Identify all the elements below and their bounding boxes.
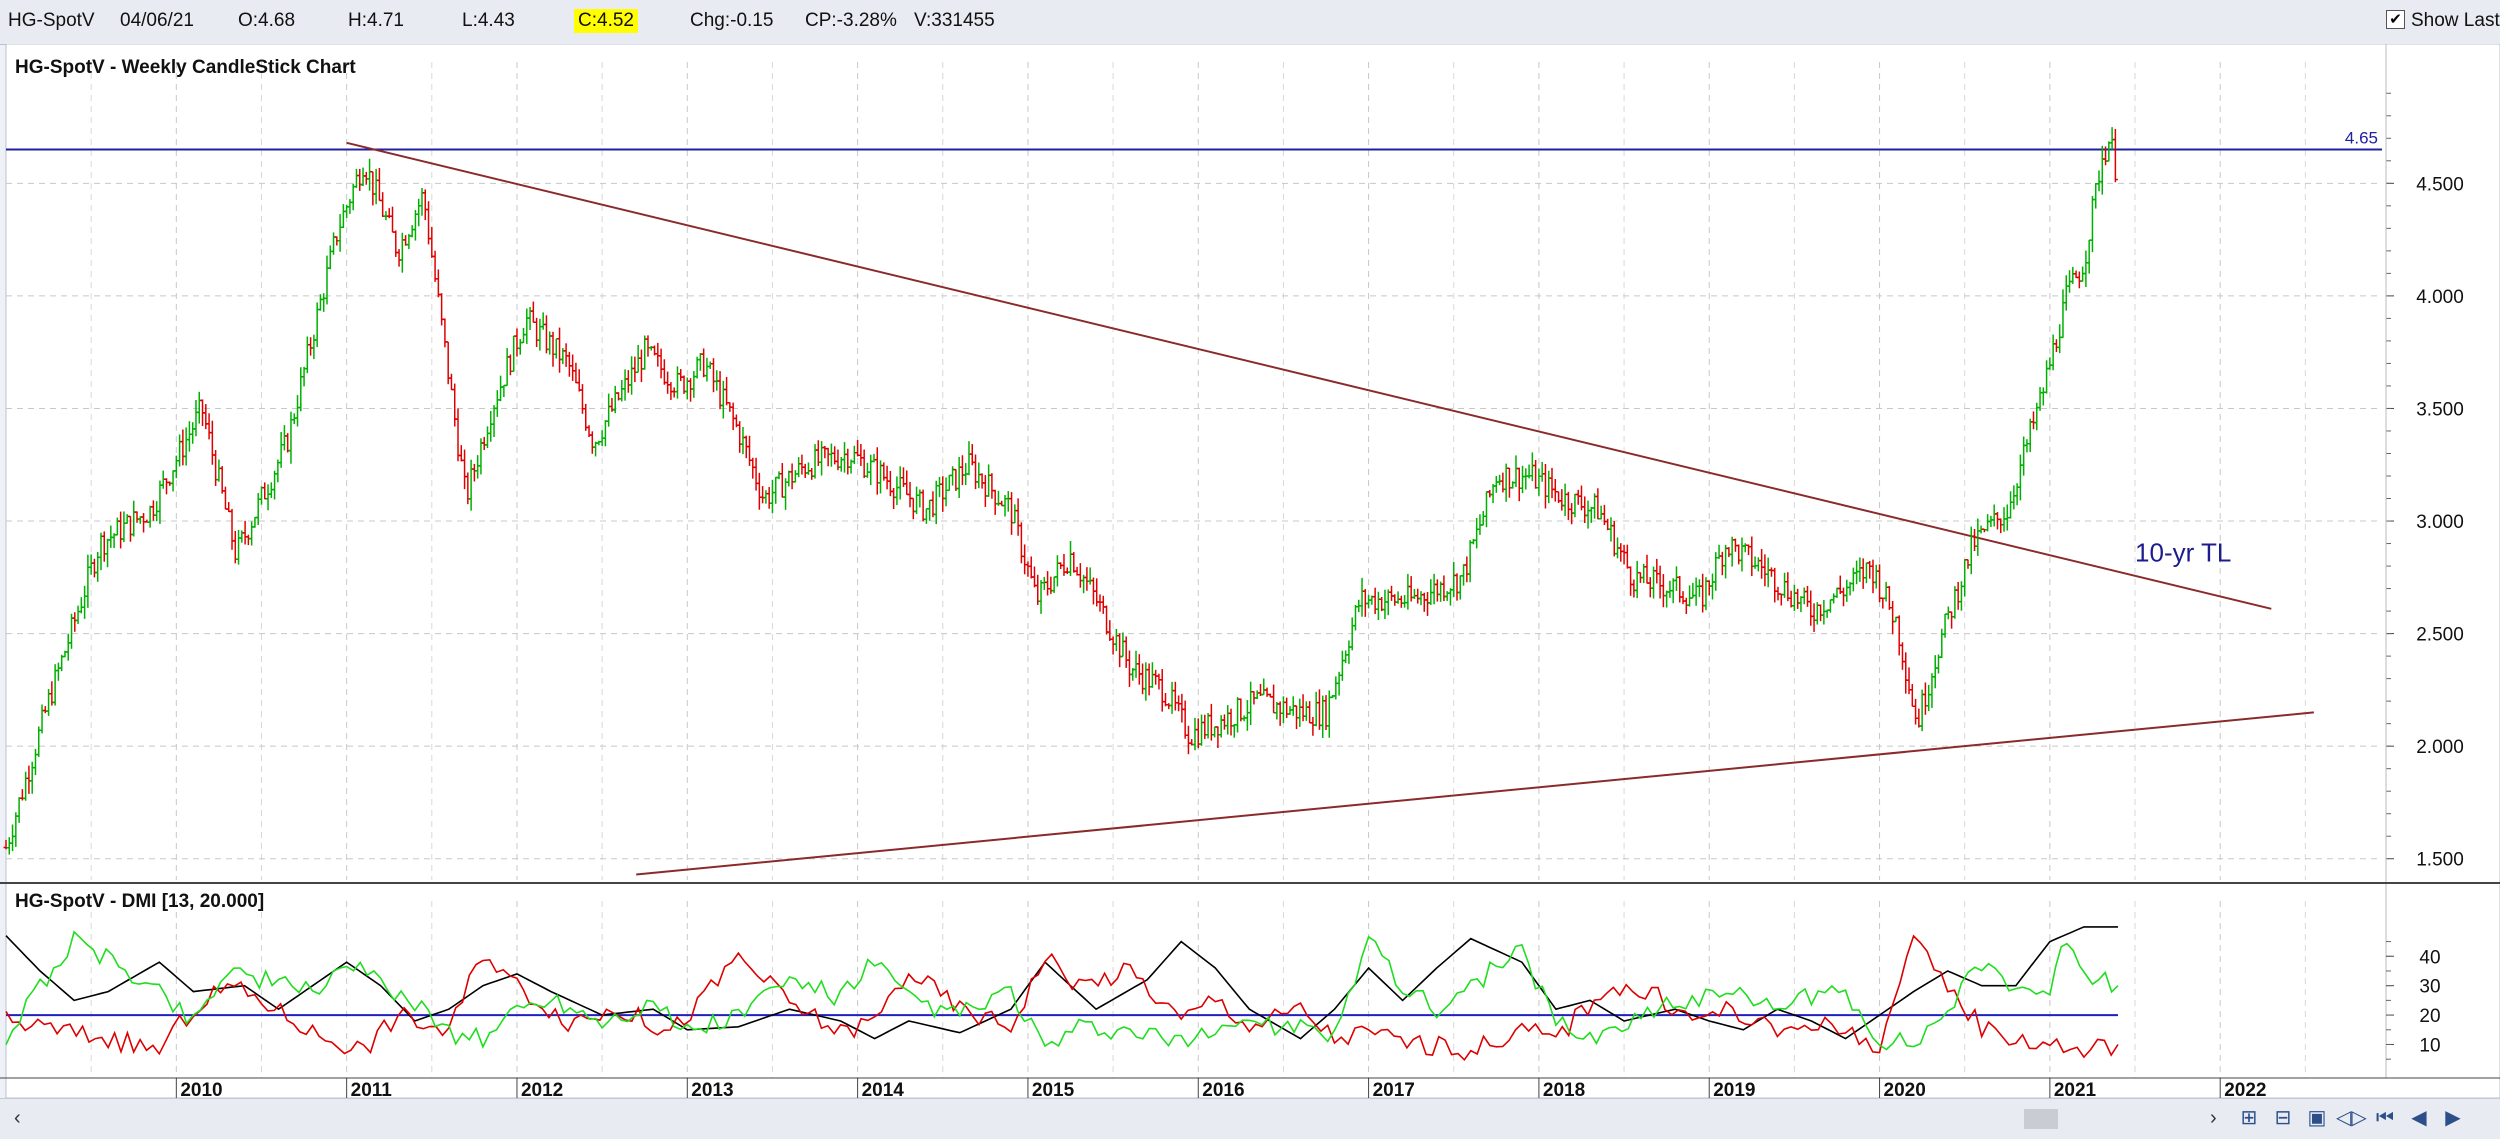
dmi-axis: 10 20 30 40	[2386, 941, 2441, 1060]
price-tick-label: 2.000	[2416, 737, 2464, 758]
dmi-series-line	[5, 926, 2118, 1040]
high-value: H:4.71	[348, 10, 404, 31]
previous-bar-icon[interactable]: ◀	[2411, 1107, 2427, 1129]
level-label: 4.65	[2345, 129, 2378, 148]
date-tick-label: 2010	[180, 1080, 222, 1098]
date-tick-label: 2013	[691, 1080, 733, 1098]
chart-background	[6, 44, 2500, 1098]
dmi-tick-label: 40	[2419, 947, 2440, 968]
price-tick-label: 1.500	[2416, 850, 2464, 871]
dmi-tick-label: 20	[2419, 1006, 2440, 1027]
price-tick-label: 4.500	[2416, 174, 2464, 195]
volume-value: V:331455	[914, 10, 995, 31]
main-chart-title: HG-SpotV - Weekly CandleStick Chart	[15, 57, 356, 78]
date-tick-label: 2014	[862, 1080, 905, 1098]
show-last-checkbox[interactable]: ✔	[2386, 10, 2405, 29]
dmi-series-line	[5, 934, 2119, 1062]
change-pct-value: CP:-3.28%	[805, 10, 897, 31]
show-last-label[interactable]: Show Last	[2411, 10, 2500, 31]
dmi-series-line	[5, 930, 2119, 1051]
dmi-lines	[5, 926, 2119, 1062]
first-bar-icon[interactable]: ⏮	[2376, 1107, 2394, 1129]
dmi-tick-label: 30	[2419, 977, 2440, 998]
date-axis: 2010 2011 2012 2013 2014 2015 2016 2017 2018 2019…	[175, 1078, 2266, 1098]
date-tick-label: 2019	[1713, 1080, 1755, 1098]
date-tick-label: 2017	[1373, 1080, 1415, 1098]
chart-settings-icon[interactable]: ▣	[2307, 1107, 2327, 1129]
scroll-thumb[interactable]	[2024, 1109, 2058, 1129]
chart-area[interactable]: 10-yr TL 1.500 2.000 2.500 3.000 3.500 4.000 4…	[0, 44, 2500, 1098]
quote-toolbar: HG-SpotV 04/06/21 O:4.68 H:4.71 L:4.43 C…	[0, 0, 2500, 45]
date-label: 04/06/21	[120, 10, 194, 31]
step-icon[interactable]: ◁▷	[2336, 1107, 2367, 1129]
scroll-right-icon[interactable]: ›	[2210, 1107, 2217, 1129]
horizontal-scrollbar[interactable]: ‹ › ⊞ ⊟ ▣ ◁▷ ⏮ ◀ ▶	[0, 1098, 2500, 1139]
price-tick-label: 2.500	[2416, 625, 2464, 646]
close-value: C:4.52	[574, 9, 638, 33]
date-tick-label: 2022	[2224, 1080, 2266, 1098]
date-tick-label: 2015	[1032, 1080, 1075, 1098]
price-axis: 1.500 2.000 2.500 3.000 3.500 4.000 4.500 4.65	[2345, 44, 2464, 1078]
date-tick-label: 2018	[1543, 1080, 1585, 1098]
date-tick-label: 2020	[1884, 1080, 1926, 1098]
next-bar-icon[interactable]: ▶	[2445, 1107, 2461, 1129]
date-tick-label: 2016	[1202, 1080, 1244, 1098]
dmi-chart-title: HG-SpotV - DMI [13, 20.000]	[15, 891, 264, 912]
trendline	[636, 711, 2314, 876]
zoom-out-icon[interactable]: ⊟	[2274, 1107, 2292, 1129]
chart-border	[5, 44, 2500, 1098]
dmi-grid	[90, 901, 2306, 1078]
price-tick-label: 3.500	[2416, 399, 2464, 420]
scroll-left-icon[interactable]: ‹	[14, 1107, 21, 1129]
open-value: O:4.68	[238, 10, 296, 31]
trendline-annotation: 10-yr TL	[2135, 538, 2231, 568]
symbol-label: HG-SpotV	[8, 10, 95, 31]
trendlines: 10-yr TL	[6, 141, 2382, 876]
scroll-track[interactable]	[36, 1109, 2206, 1129]
date-tick-label: 2012	[521, 1080, 563, 1098]
dmi-tick-label: 10	[2419, 1035, 2440, 1056]
low-value: L:4.43	[462, 10, 515, 31]
change-value: Chg:-0.15	[690, 10, 774, 31]
candles	[3, 127, 2118, 855]
date-tick-label: 2011	[351, 1080, 393, 1098]
main-grid	[6, 62, 2382, 880]
price-tick-label: 4.000	[2416, 287, 2464, 308]
trendline	[346, 141, 2272, 610]
date-tick-label: 2021	[2054, 1080, 2097, 1098]
price-tick-label: 3.000	[2416, 512, 2464, 533]
zoom-in-icon[interactable]: ⊞	[2240, 1107, 2258, 1129]
